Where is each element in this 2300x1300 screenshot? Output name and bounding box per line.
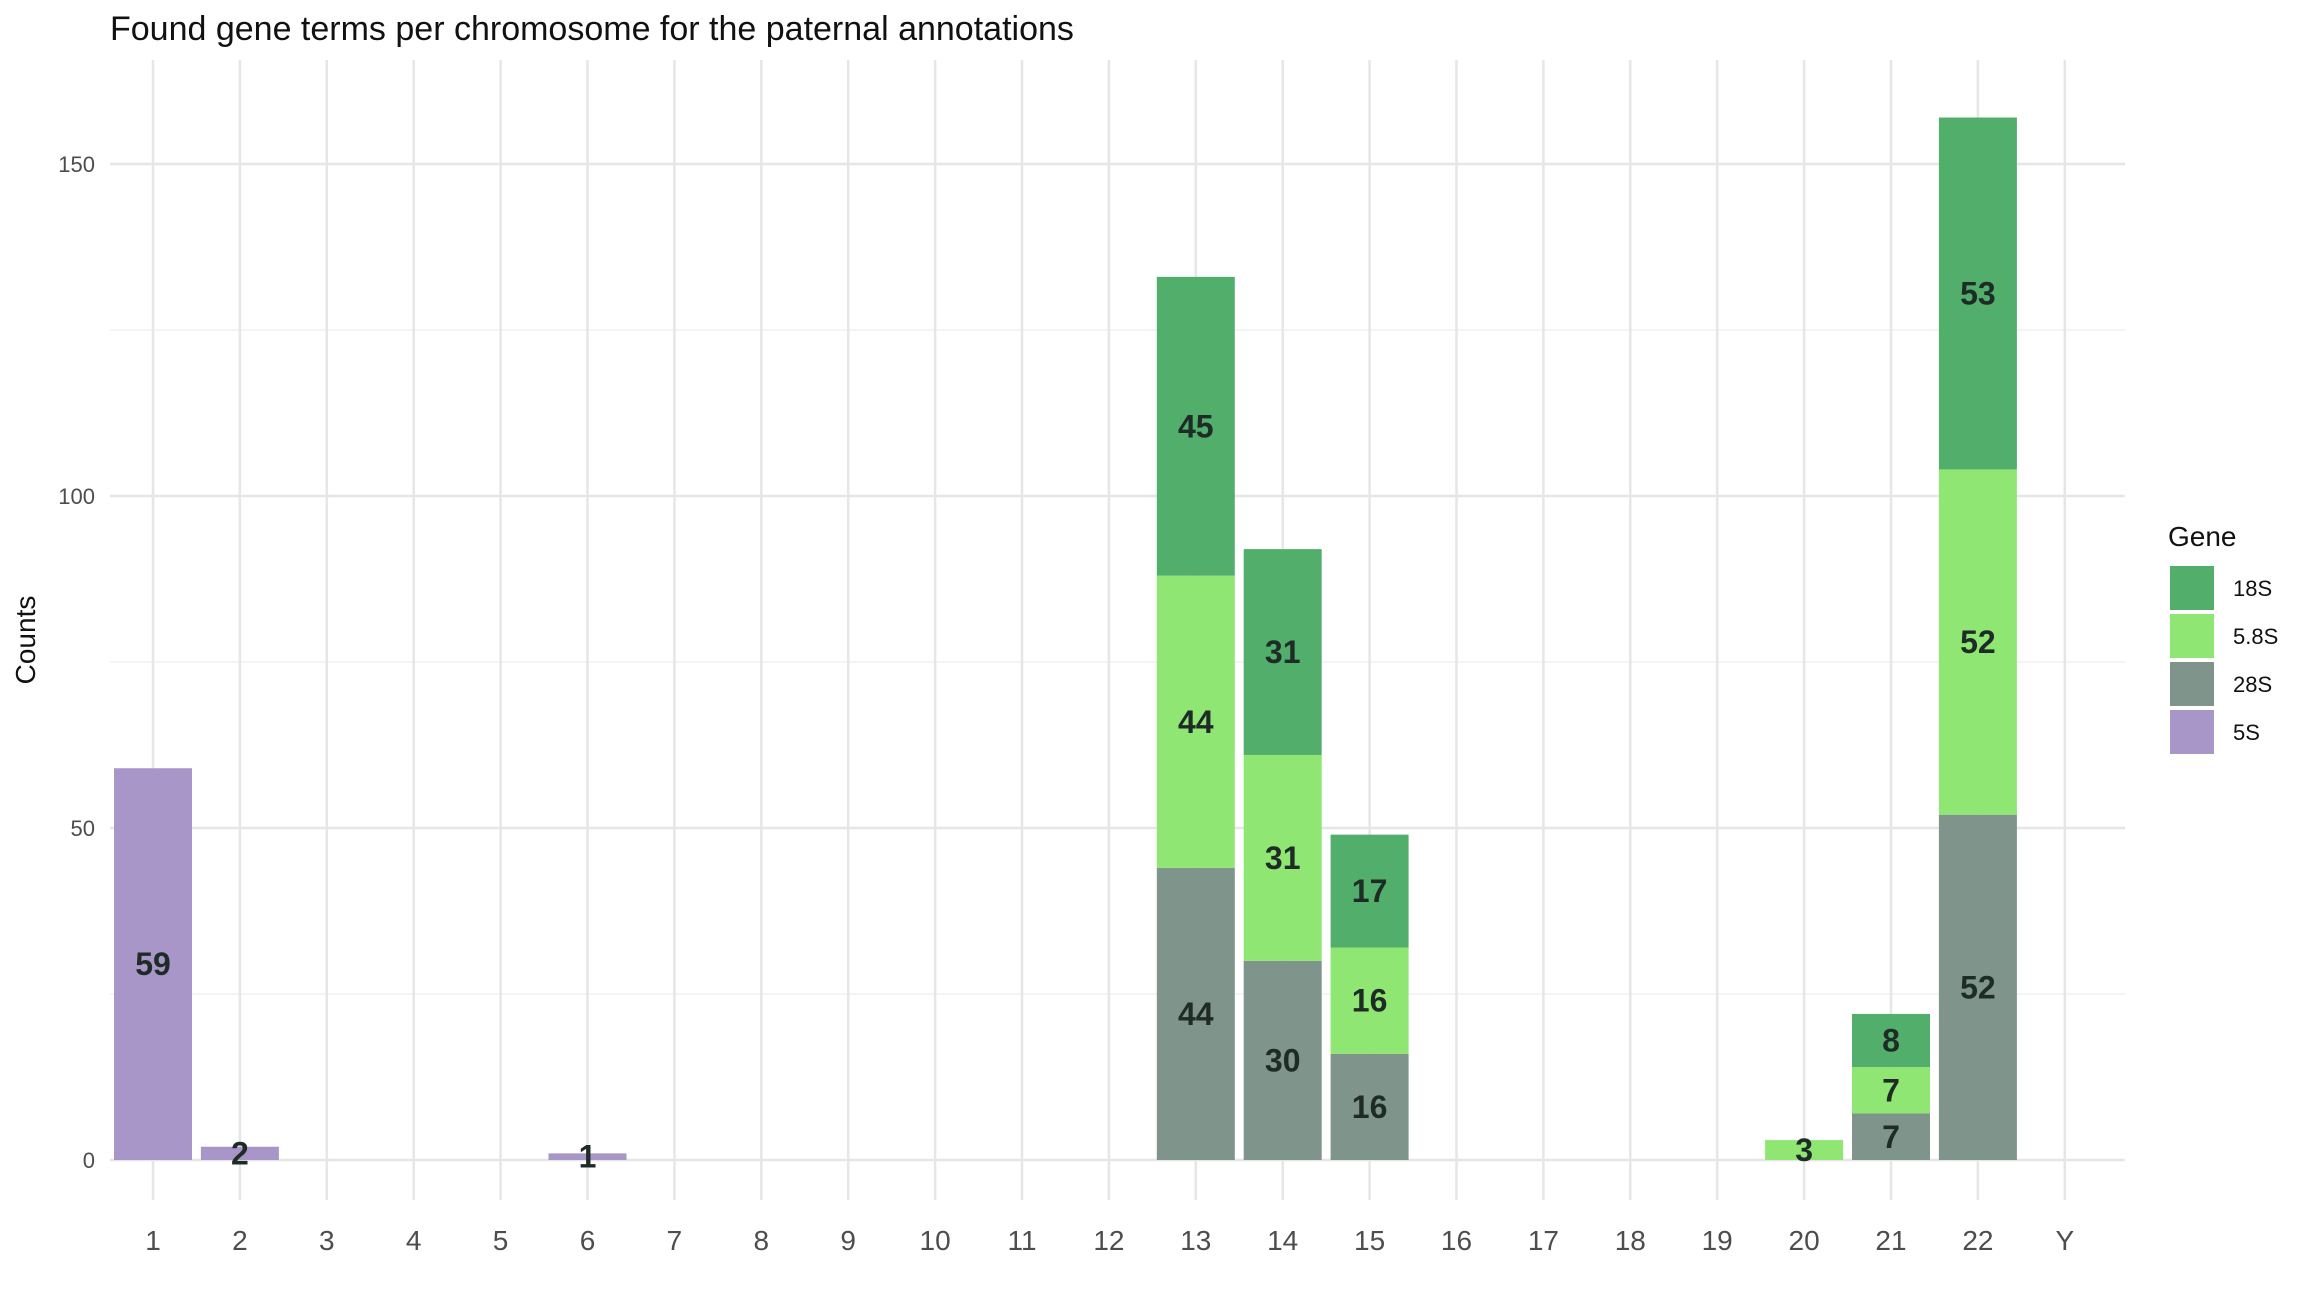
bar-value-label: 52 (1960, 969, 1996, 1005)
legend: Gene 18S 5.8S 28S 5S (2168, 521, 2278, 754)
x-tick-label: 17 (1528, 1225, 1559, 1256)
bar-value-label: 2 (231, 1135, 249, 1171)
y-axis-ticks: 0 50 100 150 (58, 152, 95, 1173)
x-tick-label: 15 (1354, 1225, 1385, 1256)
x-tick-label: 8 (754, 1225, 770, 1256)
bar-value-label: 16 (1352, 983, 1388, 1019)
x-tick-label: 5 (493, 1225, 509, 1256)
bar-segment-18s (1852, 1013, 1930, 1068)
bar-segment-5-8s (1330, 947, 1409, 1054)
bar-value-label: 1 (579, 1139, 597, 1175)
bar-value-label: 59 (135, 946, 171, 982)
legend-swatch (2170, 710, 2214, 754)
x-tick-label: 7 (667, 1225, 683, 1256)
bar-value-label: 7 (1882, 1119, 1900, 1155)
bar-value-label: 7 (1882, 1072, 1900, 1108)
chart-title: Found gene terms per chromosome for the … (110, 10, 1074, 48)
legend-label: 5.8S (2233, 624, 2278, 649)
bar-segment-5-8s (1938, 469, 2017, 815)
x-tick-label: 20 (1789, 1225, 1820, 1256)
y-tick-label: 0 (83, 1148, 95, 1173)
bar-segment-28s (1852, 1113, 1930, 1160)
bar-segment-28s (1243, 960, 1322, 1160)
x-tick-label: 12 (1093, 1225, 1124, 1256)
x-tick-label: 19 (1702, 1225, 1733, 1256)
bar-value-label: 17 (1352, 873, 1388, 909)
bar-segment-5-8s (1765, 1140, 1844, 1160)
bar-value-label: 44 (1178, 996, 1214, 1032)
bar-value-label: 3 (1795, 1132, 1813, 1168)
x-axis-ticks: 1 2 3 4 5 6 7 8 9 10 11 12 13 14 15 16 17 18 19 20 21 22 Y (145, 1225, 2074, 1256)
x-tick-label: 2 (232, 1225, 248, 1256)
y-tick-label: 150 (58, 152, 95, 177)
bar-segment-18s (1243, 549, 1322, 755)
legend-label: 5S (2233, 720, 2260, 745)
bar-segment-5s (548, 1153, 627, 1160)
x-tick-label: 4 (406, 1225, 422, 1256)
bar-segment-18s (1156, 276, 1235, 576)
legend-label: 18S (2233, 576, 2272, 601)
bar-value-label: 53 (1960, 275, 1996, 311)
y-tick-label: 100 (58, 484, 95, 509)
bar-value-label: 44 (1178, 704, 1214, 740)
bar-segment-5s (200, 1146, 279, 1160)
bars (114, 117, 2017, 1160)
x-tick-label: 22 (1962, 1225, 1993, 1256)
x-tick-label: 21 (1875, 1225, 1906, 1256)
bar-segment-28s (1330, 1053, 1409, 1160)
bar-segment-5-8s (1156, 575, 1235, 868)
bar-value-label: 16 (1352, 1089, 1388, 1125)
bar-segment-28s (1938, 814, 2017, 1160)
x-tick-label: 11 (1007, 1225, 1036, 1256)
bar-segment-5-8s (1852, 1067, 1930, 1114)
bar-value-label: 52 (1960, 624, 1996, 660)
legend-label: 28S (2233, 672, 2272, 697)
bar-value-label: 31 (1265, 634, 1301, 670)
bar-segment-18s (1330, 834, 1409, 948)
bar-value-label: 31 (1265, 840, 1301, 876)
x-tick-label: 16 (1441, 1225, 1472, 1256)
x-tick-label: 13 (1180, 1225, 1211, 1256)
bar-value-label: 30 (1265, 1042, 1301, 1078)
bar-segment-28s (1156, 867, 1235, 1160)
bar-labels: 44 30 16 7 52 44 31 16 3 7 52 45 31 17 8 53 59 2 1 (135, 275, 1995, 1174)
grid-lines (110, 60, 2125, 1200)
legend-title: Gene (2168, 521, 2237, 552)
bar-segment-5-8s (1243, 754, 1322, 961)
bar-segment-5s (114, 768, 192, 1160)
bar-value-label: 45 (1178, 408, 1214, 444)
x-tick-label: 1 (145, 1225, 161, 1256)
x-tick-label: 6 (580, 1225, 596, 1256)
legend-swatch (2170, 566, 2214, 610)
legend-swatch (2170, 614, 2214, 658)
x-tick-label: 10 (920, 1225, 951, 1256)
x-tick-label: 3 (319, 1225, 335, 1256)
bar-segment-18s (1938, 117, 2017, 470)
legend-swatch (2170, 662, 2214, 706)
x-tick-label: Y (2055, 1225, 2074, 1256)
y-tick-label: 50 (71, 816, 95, 841)
x-tick-label: 18 (1615, 1225, 1646, 1256)
bar-value-label: 8 (1882, 1022, 1900, 1058)
x-tick-label: 9 (840, 1225, 856, 1256)
y-axis-label: Counts (10, 596, 41, 685)
x-tick-label: 14 (1267, 1225, 1298, 1256)
